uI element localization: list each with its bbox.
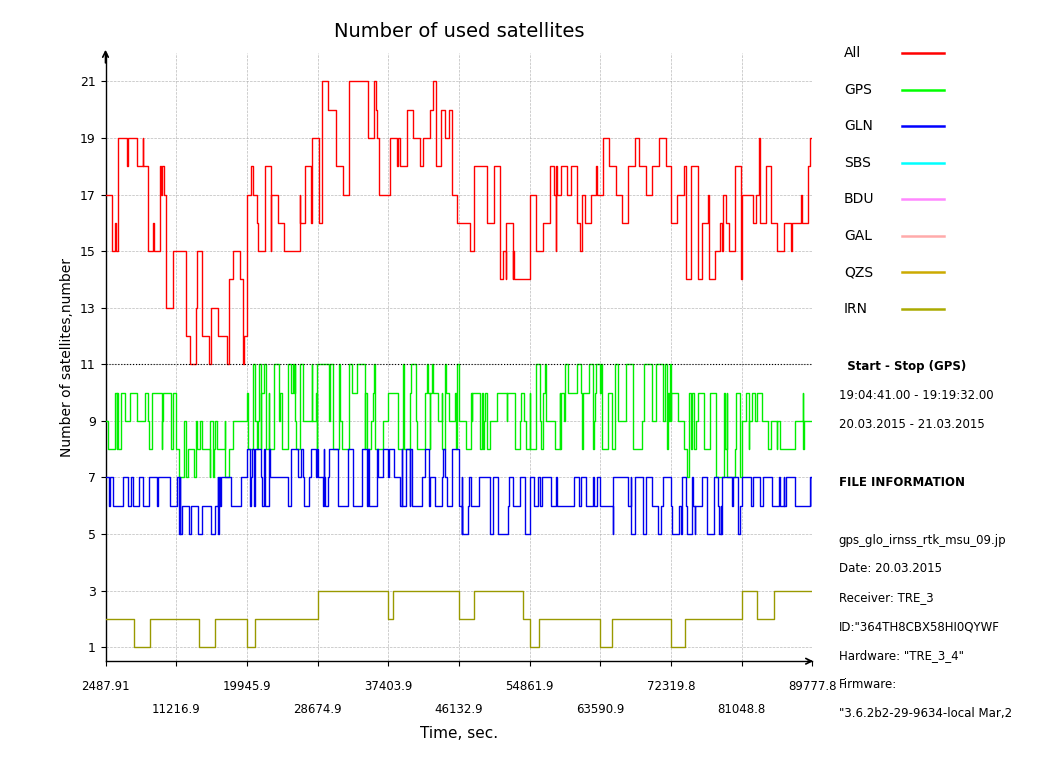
Text: 28674.9: 28674.9 (293, 703, 342, 716)
Text: GPS: GPS (844, 83, 871, 97)
Text: Firmware:: Firmware: (839, 678, 897, 691)
Text: 2487.91: 2487.91 (81, 680, 130, 693)
Text: IRN: IRN (844, 302, 868, 315)
Text: 72319.8: 72319.8 (647, 680, 695, 693)
Text: 19:04:41.00 - 19:19:32.00: 19:04:41.00 - 19:19:32.00 (839, 389, 994, 402)
Text: FILE INFORMATION: FILE INFORMATION (839, 476, 964, 489)
Text: 89777.8: 89777.8 (788, 680, 837, 693)
Text: Time, sec.: Time, sec. (420, 726, 498, 741)
Text: 54861.9: 54861.9 (505, 680, 554, 693)
Text: 11216.9: 11216.9 (152, 703, 200, 716)
Text: QZS: QZS (844, 265, 874, 279)
Text: 81048.8: 81048.8 (717, 703, 766, 716)
Text: SBS: SBS (844, 156, 870, 169)
Text: BDU: BDU (844, 192, 875, 206)
Text: Date: 20.03.2015: Date: 20.03.2015 (839, 562, 942, 575)
Text: Receiver: TRE_3: Receiver: TRE_3 (839, 591, 934, 604)
Text: GLN: GLN (844, 119, 872, 133)
Text: All: All (844, 46, 861, 60)
Title: Number of used satellites: Number of used satellites (333, 21, 584, 40)
Text: 19945.9: 19945.9 (223, 680, 271, 693)
Text: gps_glo_irnss_rtk_msu_09.jp: gps_glo_irnss_rtk_msu_09.jp (839, 534, 1006, 546)
Text: "3.6.2b2-29-9634-local Mar,2: "3.6.2b2-29-9634-local Mar,2 (839, 707, 1012, 720)
Text: Hardware: "TRE_3_4": Hardware: "TRE_3_4" (839, 649, 963, 662)
Text: 46132.9: 46132.9 (435, 703, 483, 716)
Text: Start - Stop (GPS): Start - Stop (GPS) (839, 360, 966, 373)
Text: 37403.9: 37403.9 (364, 680, 413, 693)
Text: 63590.9: 63590.9 (576, 703, 625, 716)
Text: 20.03.2015 - 21.03.2015: 20.03.2015 - 21.03.2015 (839, 418, 984, 431)
Text: ID:"364TH8CBX58HI0QYWF: ID:"364TH8CBX58HI0QYWF (839, 620, 999, 633)
Text: GAL: GAL (844, 229, 872, 242)
Y-axis label: Number of satellites,number: Number of satellites,number (60, 258, 74, 457)
